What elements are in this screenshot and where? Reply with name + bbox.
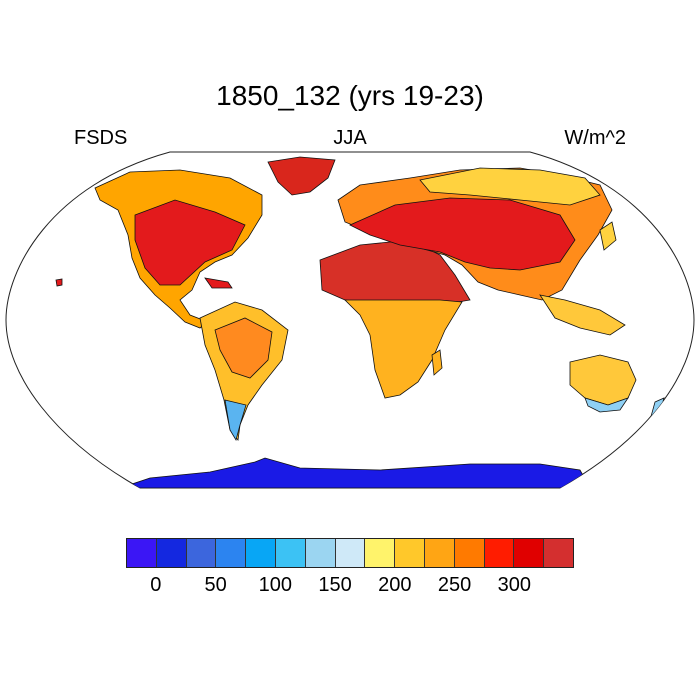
variable-label: FSDS	[74, 127, 128, 149]
colorbar-swatch	[275, 539, 306, 567]
north-america-core	[134, 199, 246, 286]
colorbar-swatch	[514, 539, 545, 567]
colorbar-swatch	[424, 539, 455, 567]
japan	[599, 221, 617, 251]
colorbar-tick-label: 250	[437, 574, 472, 596]
colorbar-tick-label: 0	[150, 574, 162, 596]
units-label: W/m^2	[564, 127, 626, 149]
colorbar-swatch	[127, 539, 157, 567]
colorbar-swatch	[246, 539, 276, 567]
australia	[569, 354, 637, 406]
colorbar-swatch	[156, 539, 187, 567]
colorbar-tick-label: 150	[318, 574, 352, 596]
eurasia-core	[349, 197, 576, 271]
south-america-core	[214, 317, 273, 379]
siberia	[419, 167, 601, 206]
antarctica	[119, 457, 591, 488]
colorbar-swatch	[365, 539, 396, 567]
africa-south	[344, 299, 463, 399]
season-label: JJA	[333, 127, 367, 149]
colorbar-swatch	[395, 539, 425, 567]
colorbar-tick-label: 300	[497, 574, 531, 596]
caribbean-islands	[204, 277, 233, 289]
colorbar-swatch	[186, 539, 217, 567]
colorbar-ticks: 0 50 100 150 200 250 300	[0, 574, 700, 604]
madagascar	[431, 349, 443, 376]
australia-south	[584, 397, 629, 413]
patagonia	[224, 399, 247, 442]
plot-title: 1850_132 (yrs 19-23)	[216, 80, 484, 111]
greenland	[267, 156, 336, 196]
colorbar-swatch	[484, 539, 515, 567]
colorbar-tick-label: 50	[204, 574, 227, 596]
colorbar-swatch	[454, 539, 485, 567]
south-asia	[539, 294, 626, 336]
colorbar-swatch	[544, 539, 573, 567]
colorbar	[126, 538, 574, 568]
colorbar-swatch	[335, 539, 366, 567]
colorbar-tick-label: 100	[258, 574, 293, 596]
colorbar-swatch	[305, 539, 336, 567]
hawaii	[55, 278, 63, 287]
colorbar-tick-label: 200	[378, 574, 412, 596]
colorbar-swatch	[216, 539, 247, 567]
